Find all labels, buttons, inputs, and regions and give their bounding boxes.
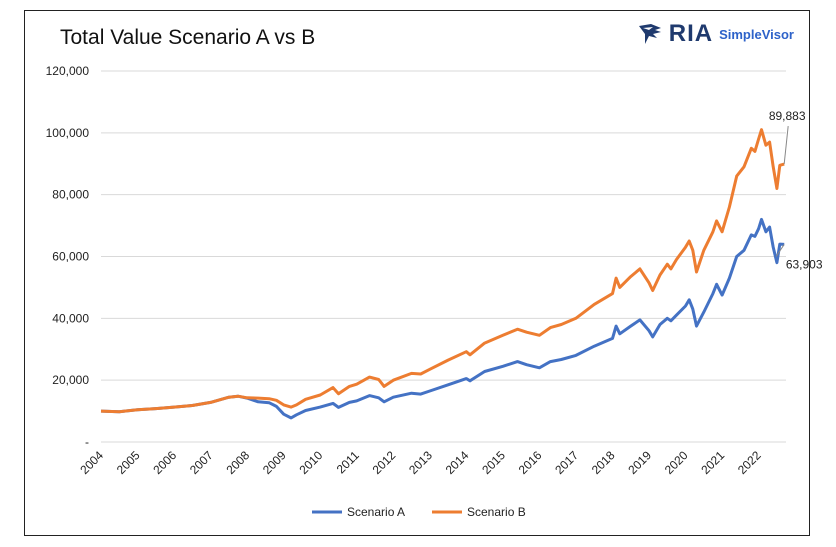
y-tick-label: - — [85, 435, 89, 449]
annotation-label: 89,883 — [769, 109, 806, 123]
x-tick-label: 2014 — [443, 448, 472, 477]
brand-subname: SimpleVisor — [719, 26, 794, 42]
annotation-leader — [783, 126, 789, 165]
x-tick-label: 2006 — [150, 448, 179, 477]
x-tick-label: 2019 — [625, 448, 654, 477]
x-tick-label: 2015 — [479, 448, 508, 477]
series-line-scenario-b — [100, 128, 785, 414]
x-tick-label: 2018 — [589, 448, 618, 477]
x-tick-label: 2020 — [662, 448, 691, 477]
chart-frame — [24, 10, 810, 536]
y-tick-label: 80,000 — [52, 188, 89, 202]
x-tick-label: 2012 — [370, 448, 399, 477]
x-tick-label: 2013 — [406, 448, 435, 477]
legend-label: Scenario A — [347, 505, 405, 519]
chart-title: Total Value Scenario A vs B — [60, 26, 316, 49]
y-tick-label: 100,000 — [46, 126, 90, 140]
x-tick-label: 2010 — [297, 448, 326, 477]
x-tick-label: 2016 — [516, 448, 545, 477]
x-tick-label: 2009 — [260, 448, 289, 477]
legend-label: Scenario B — [467, 505, 526, 519]
eagle-icon — [638, 24, 661, 44]
x-tick-label: 2022 — [735, 448, 764, 477]
x-tick-label: 2005 — [114, 448, 143, 477]
brand-logo: RIA SimpleVisor — [637, 20, 794, 48]
x-tick-label: 2004 — [77, 448, 106, 477]
x-tick-label: 2021 — [698, 448, 727, 477]
y-tick-label: 120,000 — [46, 64, 90, 78]
x-tick-label: 2008 — [223, 448, 252, 477]
x-tick-label: 2007 — [187, 448, 216, 477]
y-tick-label: 60,000 — [52, 250, 89, 264]
brand-name: RIA — [668, 20, 714, 47]
series-line-scenario-a — [100, 217, 785, 420]
annotation-label: 63,903 — [786, 257, 823, 271]
x-tick-label: 2011 — [334, 448, 362, 476]
y-tick-label: 20,000 — [52, 373, 89, 387]
y-tick-label: 40,000 — [52, 311, 89, 325]
annotation-leader — [775, 244, 785, 257]
x-tick-label: 2017 — [552, 448, 581, 477]
